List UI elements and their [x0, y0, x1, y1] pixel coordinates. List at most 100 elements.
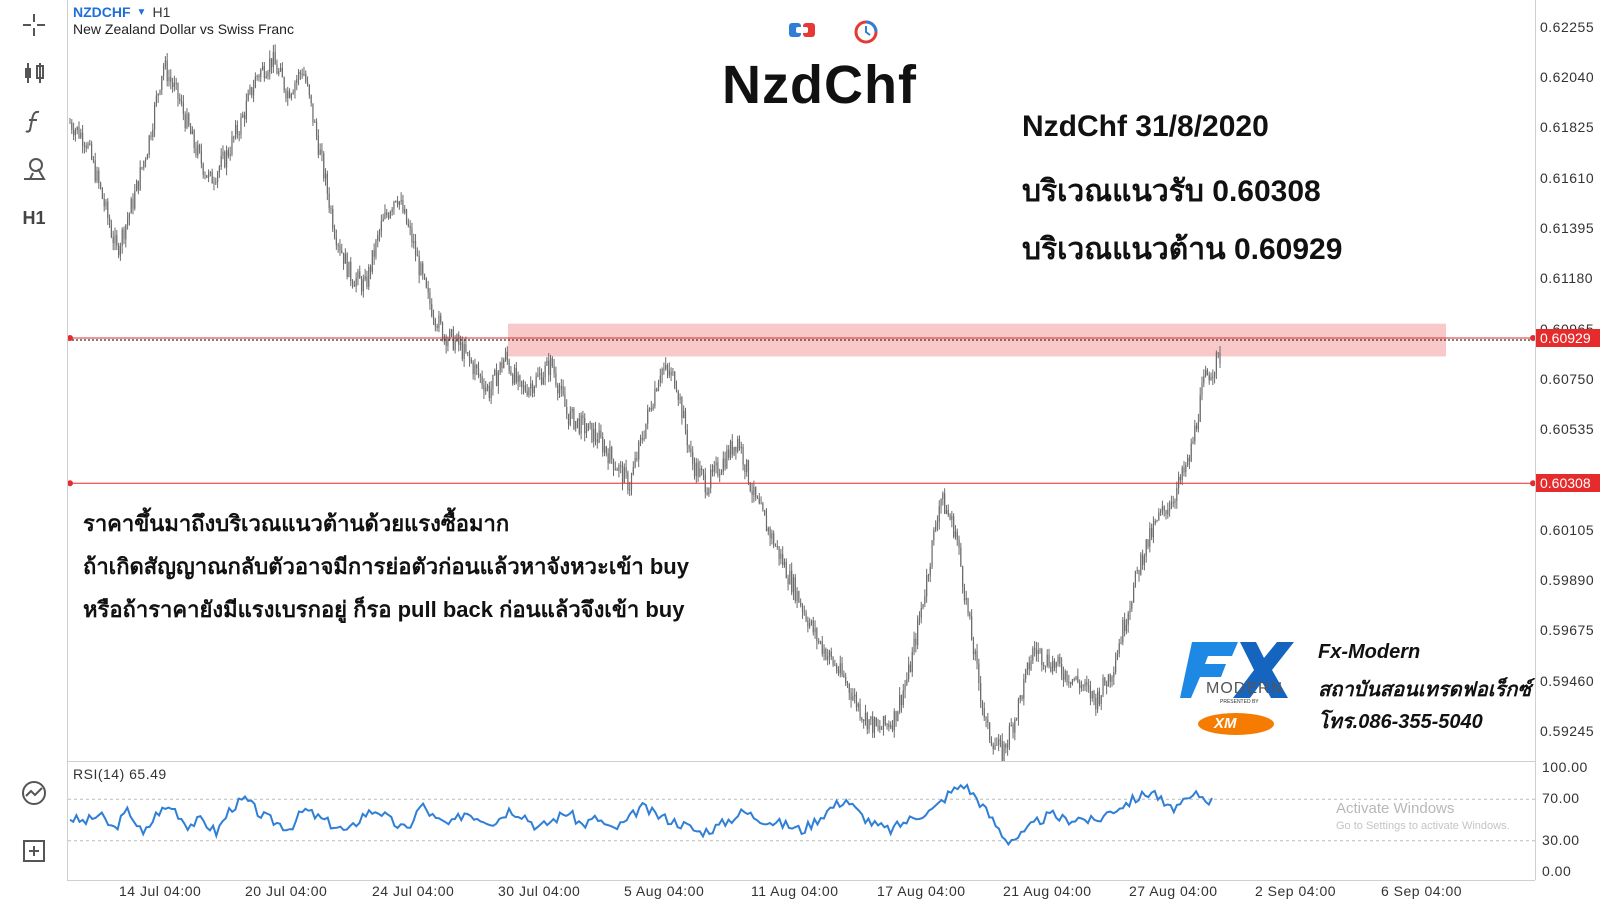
candle-body: [753, 486, 755, 496]
candle-body: [643, 437, 645, 440]
candle-body: [859, 703, 861, 718]
candle-body: [1028, 662, 1030, 670]
candle-body: [1052, 660, 1054, 672]
candle-body: [672, 371, 674, 373]
candle-body: [384, 212, 386, 219]
candle-body: [206, 175, 208, 178]
candle-body: [366, 276, 368, 287]
candle-body: [1008, 725, 1011, 745]
candle-body: [256, 75, 258, 77]
candle-body: [807, 620, 809, 627]
candle-body: [724, 458, 726, 469]
candle-body: [81, 132, 84, 146]
candle-body: [135, 180, 138, 192]
candle-body: [495, 369, 498, 387]
candle-body: [665, 365, 667, 369]
candle-body: [715, 462, 717, 466]
candle-body: [139, 167, 141, 190]
candle-body: [731, 441, 733, 455]
candle-body: [823, 648, 825, 654]
candle-body: [1046, 654, 1048, 666]
candle-body: [177, 83, 179, 99]
candle-body: [1120, 642, 1122, 644]
candle-body: [141, 167, 143, 169]
candle-body: [711, 469, 714, 472]
candle-body: [902, 690, 904, 705]
candle-body: [414, 241, 417, 256]
symbol-name[interactable]: NZDCHF: [73, 4, 131, 20]
candle-body: [184, 114, 186, 128]
candle-body: [884, 716, 886, 725]
resistance-line-handle[interactable]: [68, 334, 73, 341]
candle-body: [319, 149, 321, 155]
candle-body: [1194, 425, 1196, 442]
candle-body: [855, 694, 858, 708]
price-axis[interactable]: 0.62255 0.62040 0.61825 0.61610 0.61395 0.611…: [1535, 0, 1600, 880]
candle-body: [182, 102, 184, 115]
candle-body: [290, 93, 292, 98]
resistance-tag-label: 0.60929: [1536, 328, 1600, 347]
candle-body: [580, 415, 582, 434]
candle-body: [116, 235, 118, 246]
candle-body: [911, 651, 913, 672]
brand-logo: MODERN PRESENTED BY XM: [1180, 640, 1300, 736]
rsi-panel[interactable]: [67, 762, 1535, 880]
drawing-tools-icon[interactable]: [14, 152, 54, 186]
rsi-chart-svg: [68, 783, 1535, 847]
time-axis[interactable]: 14 Jul 04:00 20 Jul 04:00 24 Jul 04:00 30 J…: [67, 880, 1535, 900]
candle-body: [200, 150, 202, 164]
candle-body: [288, 91, 291, 98]
candle-body: [173, 83, 175, 87]
candle-body: [1118, 643, 1120, 654]
candle-body: [101, 187, 103, 199]
candle-body: [477, 368, 480, 375]
candle-body: [342, 252, 345, 264]
timeframe-button[interactable]: H1: [14, 201, 54, 235]
candle-body: [935, 526, 937, 531]
candle-body: [576, 418, 579, 422]
candle-body: [1086, 682, 1088, 686]
support-line-handle[interactable]: [68, 480, 73, 487]
candle-body: [198, 145, 201, 151]
add-window-icon[interactable]: [14, 834, 54, 868]
function-icon[interactable]: [14, 104, 54, 138]
candle-body: [625, 467, 627, 473]
time-tick-label: 2 Sep 04:00: [1255, 883, 1337, 899]
clock-icon[interactable]: [852, 20, 880, 44]
candle-body: [926, 575, 928, 597]
candle-body: [1106, 684, 1108, 687]
candle-body: [616, 469, 618, 471]
resistance-line-handle[interactable]: [1530, 334, 1535, 341]
candle-body: [927, 575, 930, 577]
price-chart[interactable]: [67, 0, 1535, 762]
candle-body: [467, 352, 469, 354]
candlestick-icon[interactable]: [14, 56, 54, 90]
candle-body: [315, 121, 318, 136]
candle-body: [216, 172, 219, 183]
candle-body: [656, 388, 658, 391]
symbol-dropdown-icon[interactable]: ▼: [136, 7, 147, 18]
candle-body: [989, 722, 991, 740]
candle-body: [652, 406, 654, 410]
candle-body: [931, 540, 933, 567]
analysis-icon[interactable]: [14, 776, 54, 810]
candle-body: [531, 383, 534, 393]
candle-body: [486, 385, 489, 388]
candle-body: [1104, 677, 1106, 685]
support-line-handle[interactable]: [1530, 480, 1535, 487]
candle-body: [1059, 656, 1061, 664]
candle-body: [119, 245, 121, 256]
price-tick-label: 0.60535: [1540, 421, 1595, 438]
candle-body: [1181, 467, 1183, 481]
trade-icon[interactable]: [788, 20, 816, 44]
candle-body: [1201, 383, 1203, 396]
candle-body: [1219, 352, 1221, 364]
candle-body: [272, 51, 274, 67]
price-tick-label: 0.62040: [1540, 69, 1595, 86]
candle-body: [886, 724, 888, 726]
crosshair-icon[interactable]: [14, 8, 54, 42]
candle-body: [666, 365, 669, 371]
candle-body: [297, 72, 300, 80]
candle-body: [128, 213, 130, 220]
candle-body: [611, 447, 613, 460]
